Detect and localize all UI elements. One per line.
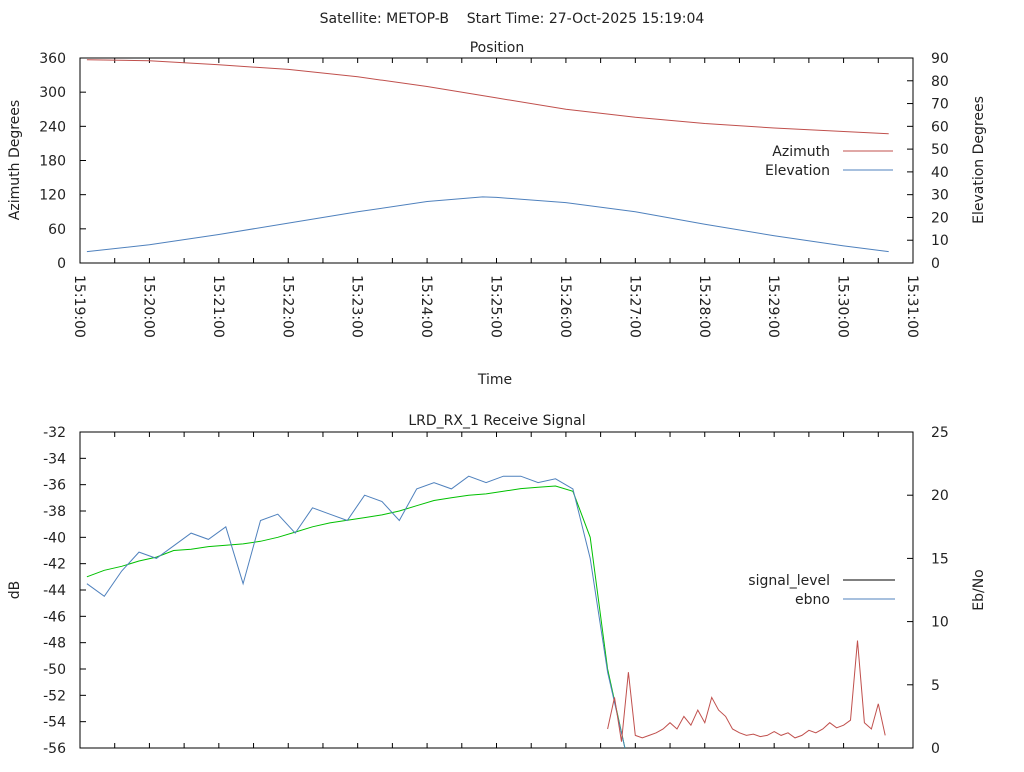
signal-title: LRD_RX_1 Receive Signal	[408, 413, 585, 429]
x-tick-label: 15:24:00	[418, 275, 434, 338]
series-Elevation-line	[86, 196, 889, 253]
y2-tick-label: 10	[931, 615, 949, 631]
y-tick-label: 0	[57, 256, 66, 272]
position-plot: Position Azimuth Degrees Elevation Degre…	[7, 40, 987, 388]
y2-tick-label: 20	[931, 210, 949, 226]
y-tick-label: -50	[43, 662, 66, 678]
x-tick-label: 15:27:00	[626, 275, 642, 338]
y-tick-label: -42	[43, 557, 66, 573]
position-frame	[79, 57, 914, 264]
y2-tick-label: 25	[931, 425, 949, 441]
y-tick-label: -40	[43, 530, 66, 546]
y-tick-label: -34	[43, 451, 66, 467]
y-tick-label: 300	[39, 85, 66, 101]
figure-title: Satellite: METOP-B Start Time: 27-Oct-20…	[320, 11, 705, 27]
x-tick-label: 15:19:00	[71, 275, 87, 338]
x-tick-label: 15:31:00	[904, 275, 920, 338]
y-tick-label: -54	[43, 715, 66, 731]
y-tick-label: -32	[43, 425, 66, 441]
position-y2label: Elevation Degrees	[971, 96, 987, 224]
series-ebno-line	[86, 475, 626, 749]
series-Azimuth-line	[86, 59, 889, 135]
y2-tick-label: 15	[931, 551, 949, 567]
y2-tick-label: 0	[931, 741, 940, 757]
y2-tick-label: 60	[931, 119, 949, 135]
y2-tick-label: 20	[931, 488, 949, 504]
y-tick-label: 360	[39, 51, 66, 67]
y-tick-label: 120	[39, 188, 66, 204]
y-tick-label: -36	[43, 478, 66, 494]
signal-y2label: Eb/No	[971, 569, 987, 611]
y2-tick-label: 50	[931, 142, 949, 158]
y-tick-label: -38	[43, 504, 66, 520]
y2-tick-label: 0	[931, 256, 940, 272]
legend-ebno-label: ebno	[795, 592, 830, 608]
x-tick-label: 15:30:00	[835, 275, 851, 338]
x-tick-label: 15:28:00	[696, 275, 712, 338]
y2-tick-label: 40	[931, 165, 949, 181]
y-tick-label: -52	[43, 688, 66, 704]
y2-tick-label: 90	[931, 51, 949, 67]
y2-tick-label: 70	[931, 97, 949, 113]
legend-signal-level-label: signal_level	[748, 573, 830, 589]
y2-tick-label: 10	[931, 233, 949, 249]
y-tick-label: 180	[39, 154, 66, 170]
x-tick-label: 15:26:00	[557, 275, 573, 338]
x-tick-label: 15:25:00	[488, 275, 504, 338]
y-tick-label: -46	[43, 609, 66, 625]
legend-elevation-label: Elevation	[765, 163, 830, 179]
x-tick-label: 15:21:00	[210, 275, 226, 338]
series-signal-level-line	[86, 485, 626, 749]
signal-ylabel: dB	[7, 581, 23, 600]
x-tick-label: 15:22:00	[279, 275, 295, 338]
y2-tick-label: 5	[931, 678, 940, 694]
y2-tick-label: 80	[931, 74, 949, 90]
position-ylabel: Azimuth Degrees	[7, 100, 23, 220]
x-tick-label: 15:29:00	[765, 275, 781, 338]
position-title: Position	[470, 40, 525, 56]
series-ebno-low-line	[607, 640, 886, 742]
position-xlabel: Time	[477, 372, 512, 388]
y-tick-label: -44	[43, 583, 66, 599]
y2-tick-label: 30	[931, 188, 949, 204]
y-tick-label: 60	[48, 222, 66, 238]
x-tick-label: 15:23:00	[349, 275, 365, 338]
legend-azimuth-label: Azimuth	[772, 144, 830, 160]
y-tick-label: 240	[39, 119, 66, 135]
signal-frame	[79, 431, 914, 749]
y-tick-label: -48	[43, 636, 66, 652]
signal-plot: LRD_RX_1 Receive Signal dB Eb/No -56 -54 -…	[7, 413, 987, 757]
y-tick-label: -56	[43, 741, 66, 757]
x-tick-label: 15:20:00	[140, 275, 156, 338]
